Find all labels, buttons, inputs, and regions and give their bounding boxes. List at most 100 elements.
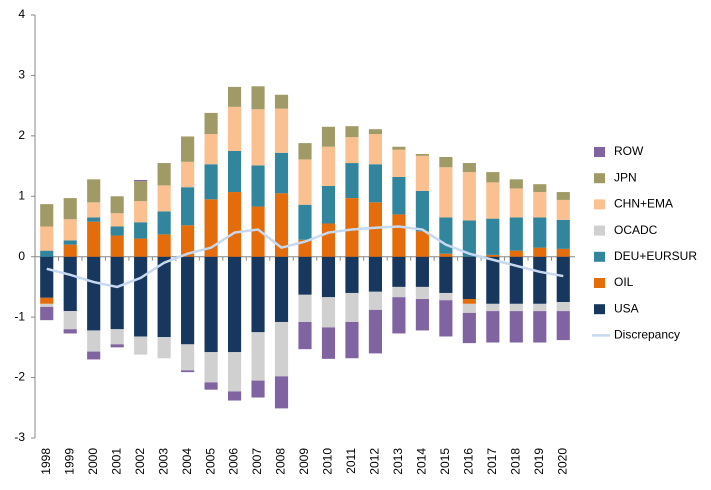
- x-tick-label: 2020: [555, 448, 569, 475]
- x-tick-label: 2005: [203, 448, 217, 475]
- legend-swatch: [594, 304, 605, 315]
- legend-swatch: [594, 251, 605, 262]
- bar-segment: [40, 204, 54, 227]
- legend-swatch: [594, 173, 605, 184]
- bar-segment: [63, 256, 77, 312]
- bar-segment: [556, 219, 570, 249]
- bar-segment: [509, 217, 523, 251]
- bar-segment: [533, 256, 547, 304]
- bar-segment: [227, 391, 242, 401]
- x-tick-label: 2004: [180, 448, 194, 475]
- bar-segment: [110, 256, 124, 330]
- bar-segment: [368, 291, 383, 310]
- bar-segment: [251, 206, 265, 257]
- bar-segment: [321, 223, 336, 257]
- line: [46, 225, 564, 289]
- bar-segment: [181, 187, 195, 226]
- x-tick-label: 2003: [156, 448, 170, 475]
- bar-segment: [63, 311, 77, 330]
- legend-label: OIL: [614, 275, 634, 289]
- bar-segment: [556, 199, 570, 220]
- bar-segment: [298, 204, 312, 240]
- bar-segment: [204, 352, 218, 383]
- bar-segment: [368, 134, 383, 165]
- bar-segment: [321, 256, 336, 298]
- bar-segment: [439, 292, 453, 301]
- x-tick-label: 2018: [508, 448, 522, 475]
- y-tick-label: 2: [18, 128, 25, 142]
- bar-segment: [298, 321, 312, 350]
- bar-segment: [63, 198, 77, 220]
- bar-segment: [181, 370, 195, 373]
- legend-label: DEU+EURSUR: [614, 249, 697, 263]
- bar-segment: [298, 159, 312, 205]
- bar-segment: [110, 329, 124, 345]
- bar-segment: [345, 256, 359, 293]
- bar-segment: [110, 344, 124, 348]
- y-tick-label: 0: [18, 249, 25, 263]
- y-tick-label: -3: [14, 430, 25, 444]
- bar-segment: [157, 256, 171, 338]
- bar-segment: [486, 303, 500, 312]
- bar-segment: [321, 327, 336, 359]
- bar-segment: [486, 311, 500, 343]
- x-tick-label: 2008: [274, 448, 288, 475]
- bar-segment: [204, 199, 218, 257]
- bar-segment: [134, 181, 148, 202]
- bar-segment: [392, 149, 406, 177]
- x-tick-label: 2016: [462, 448, 476, 475]
- y-tick-label: -1: [14, 309, 25, 323]
- bar-segment: [392, 214, 406, 257]
- bar-segment: [40, 226, 54, 251]
- bar-segment: [157, 211, 171, 235]
- bar-segment: [556, 256, 570, 303]
- bar-segment: [40, 256, 54, 298]
- x-tick-label: 2010: [321, 448, 335, 475]
- bar-segment: [251, 165, 265, 207]
- bar-segment: [110, 226, 124, 236]
- bar-segment: [415, 153, 429, 156]
- bar-segment: [509, 250, 523, 257]
- legend-label: JPN: [614, 170, 637, 184]
- bar-segment: [368, 256, 383, 292]
- bar-segment: [533, 311, 547, 343]
- bar-segment: [63, 329, 77, 334]
- bar-segment: [110, 196, 124, 214]
- bar-segment: [368, 202, 383, 257]
- bar-segment: [321, 126, 336, 147]
- bar-segment: [486, 218, 500, 255]
- bar-segment: [134, 179, 148, 182]
- bar-segment: [321, 146, 336, 187]
- bar-segment: [439, 167, 453, 218]
- bar-segment: [274, 152, 289, 194]
- bar-segment: [509, 179, 523, 189]
- bar-segment: [274, 376, 289, 409]
- y-tick-label: -2: [14, 370, 25, 384]
- bar-segment: [40, 306, 54, 321]
- x-tick-label: 1998: [39, 448, 53, 475]
- bar-segment: [87, 179, 101, 203]
- bar-segment: [345, 198, 359, 257]
- bar-segment: [533, 217, 547, 248]
- bar-segment: [439, 217, 453, 254]
- bar-segment: [415, 299, 429, 331]
- bar-segment: [157, 163, 171, 186]
- bar-segment: [40, 250, 54, 257]
- bar-segment: [227, 192, 242, 257]
- bar-segment: [509, 188, 523, 218]
- bar-segment: [274, 193, 289, 257]
- bar-segment: [157, 234, 171, 257]
- bar-segment: [345, 126, 359, 138]
- bar-segment: [509, 311, 523, 343]
- bar-segment: [462, 299, 476, 304]
- bar-segment: [462, 220, 476, 257]
- x-tick-label: 1999: [62, 448, 76, 475]
- bar-segment: [462, 172, 476, 221]
- bar-segment: [181, 256, 195, 345]
- bar-segment: [415, 286, 429, 300]
- bar-segment: [298, 294, 312, 322]
- x-tick-label: 2012: [368, 448, 382, 475]
- bar-segment: [227, 256, 242, 353]
- legend-swatch: [594, 278, 605, 288]
- legend-label: OCADC: [614, 223, 658, 237]
